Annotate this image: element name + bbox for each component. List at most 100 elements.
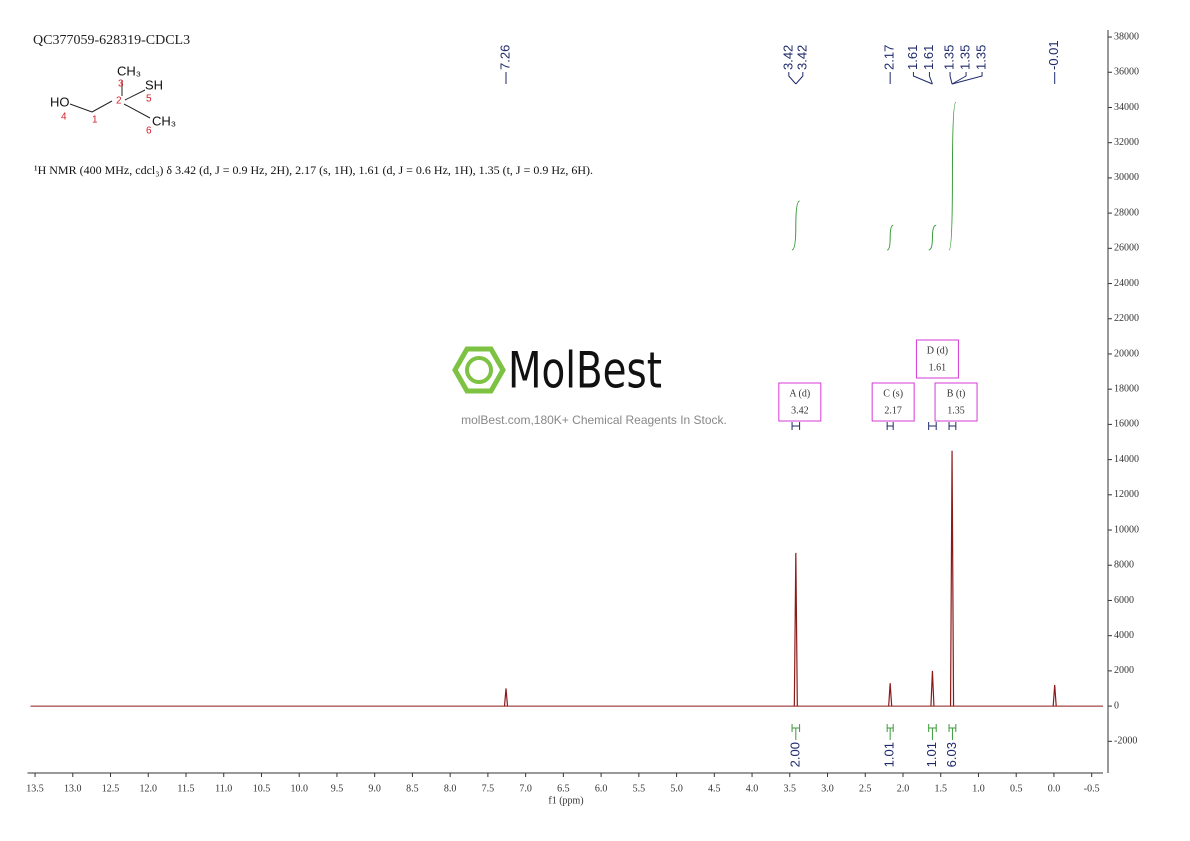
- peak-label: 1.61: [921, 45, 936, 70]
- multiplet-shift: 1.35: [947, 405, 965, 416]
- description: ¹H NMR (400 MHz, cdcl₃) δ 3.42 (d, J = 0…: [34, 163, 594, 177]
- multiplet-shift: 3.42: [791, 405, 809, 416]
- multiplet-range: [791, 422, 801, 430]
- peak: [1052, 684, 1057, 707]
- integral-curve: [887, 224, 894, 251]
- multiplet-name: D (d): [927, 345, 948, 356]
- x-tick-label: 12.5: [102, 783, 120, 794]
- y-tick-label: 38000: [1114, 31, 1139, 42]
- peak-label: 7.26: [497, 45, 512, 70]
- x-tick-label: 8.0: [444, 783, 457, 794]
- x-tick-label: 13.5: [26, 783, 44, 794]
- x-tick-label: 4.0: [746, 783, 759, 794]
- peak-label: 3.42: [794, 45, 809, 70]
- y-tick-label: 10000: [1114, 524, 1139, 535]
- y-tick-label: 12000: [1114, 489, 1139, 500]
- x-tick-label: 2.0: [897, 783, 910, 794]
- multiplet-name: B (t): [947, 388, 966, 399]
- y-tick-label: 4000: [1114, 630, 1134, 641]
- x-tick-label: 1.5: [934, 783, 947, 794]
- multiplet-box: [871, 382, 915, 422]
- x-tick-label: 10.5: [253, 783, 271, 794]
- x-tick-label: 10.0: [290, 783, 308, 794]
- y-tick-label: 30000: [1114, 172, 1139, 183]
- x-tick-label: 8.5: [406, 783, 419, 794]
- atom-number: 1: [92, 115, 98, 126]
- logo-icon: [452, 346, 506, 394]
- y-tick-label: 28000: [1114, 207, 1139, 218]
- x-tick-label: 0.0: [1048, 783, 1061, 794]
- integral-curve: [928, 224, 937, 251]
- multiplet-name: A (d): [789, 388, 810, 399]
- y-tick-label: 16000: [1114, 419, 1139, 430]
- y-tick-label: 6000: [1114, 595, 1134, 606]
- y-tick-label: 34000: [1114, 102, 1139, 113]
- integral-label: 6.03: [944, 742, 959, 767]
- x-tick-label: 11.0: [215, 783, 232, 794]
- watermark: MolBest molBest.com,180K+ Chemical Reage…: [452, 342, 727, 427]
- integral-bar: [948, 724, 957, 740]
- y-tick-label: 0: [1114, 700, 1119, 711]
- multiplet-range: [948, 422, 957, 430]
- x-tick-label: 4.5: [708, 783, 721, 794]
- peak: [949, 450, 955, 707]
- structure-numbers: 1 2 3 4 5 6: [61, 79, 152, 137]
- x-tick-label: 7.5: [482, 783, 495, 794]
- x-tick-label: 6.5: [557, 783, 570, 794]
- logo-icon: [465, 356, 493, 384]
- multiplet-box: [915, 339, 959, 379]
- x-tick-label: 7.0: [519, 783, 532, 794]
- atom-number: 3: [118, 79, 124, 90]
- chart-title: QC377059-628319-CDCL3: [33, 33, 190, 48]
- peak-label: 1.35: [941, 45, 956, 70]
- x-tick-label: 2.5: [859, 783, 872, 794]
- peak-label-connector: [795, 72, 804, 85]
- peak-label-connector: [951, 72, 967, 85]
- x-tick-label: 1.0: [972, 783, 985, 794]
- integral-bar: [886, 724, 894, 740]
- peak-label-connector: [788, 72, 797, 85]
- peak-label: 1.61: [905, 45, 920, 70]
- atom-number: 4: [61, 112, 67, 123]
- bond: [69, 103, 93, 113]
- x-axis-label: f1 (ppm): [548, 795, 583, 806]
- multiplet-range: [886, 422, 894, 430]
- atom-label: CH₃: [117, 63, 141, 78]
- y-tick-label: -2000: [1114, 736, 1137, 747]
- atom-number: 5: [146, 94, 152, 105]
- integral-label: 2.00: [787, 742, 802, 767]
- y-tick-label: 32000: [1114, 137, 1139, 148]
- x-tick-label: 9.0: [368, 783, 381, 794]
- integral-curve: [948, 101, 957, 251]
- peak-label-connector: [949, 72, 953, 85]
- y-tick-label: 18000: [1114, 383, 1139, 394]
- x-tick-label: -0.5: [1084, 783, 1100, 794]
- integral-curve: [791, 200, 800, 251]
- bond: [123, 103, 151, 119]
- x-tick-label: 3.0: [821, 783, 834, 794]
- peak-label-connector: [928, 72, 933, 85]
- atom-label: HO: [50, 94, 70, 109]
- y-tick-label: 26000: [1114, 243, 1139, 254]
- bond: [91, 100, 113, 113]
- x-tick-label: 12.0: [140, 783, 158, 794]
- atom-number: 2: [116, 96, 122, 107]
- peak-label: 3.42: [780, 45, 795, 70]
- y-tick-label: 8000: [1114, 560, 1134, 571]
- x-tick-label: 6.0: [595, 783, 608, 794]
- x-tick-label: 3.5: [784, 783, 797, 794]
- integral-bar: [928, 724, 937, 740]
- peak-label: 1.35: [957, 45, 972, 70]
- integral-label: 1.01: [924, 742, 939, 767]
- watermark-brand: MolBest: [508, 342, 662, 400]
- multiplet-box: [934, 382, 978, 422]
- y-tick-label: 14000: [1114, 454, 1139, 465]
- y-tick-label: 2000: [1114, 665, 1134, 676]
- multiplet-shift: 1.61: [929, 362, 947, 373]
- peak-label: -0.01: [1046, 40, 1061, 70]
- peak: [793, 552, 798, 707]
- atom-label: SH: [145, 77, 163, 92]
- atom-number: 6: [146, 126, 152, 137]
